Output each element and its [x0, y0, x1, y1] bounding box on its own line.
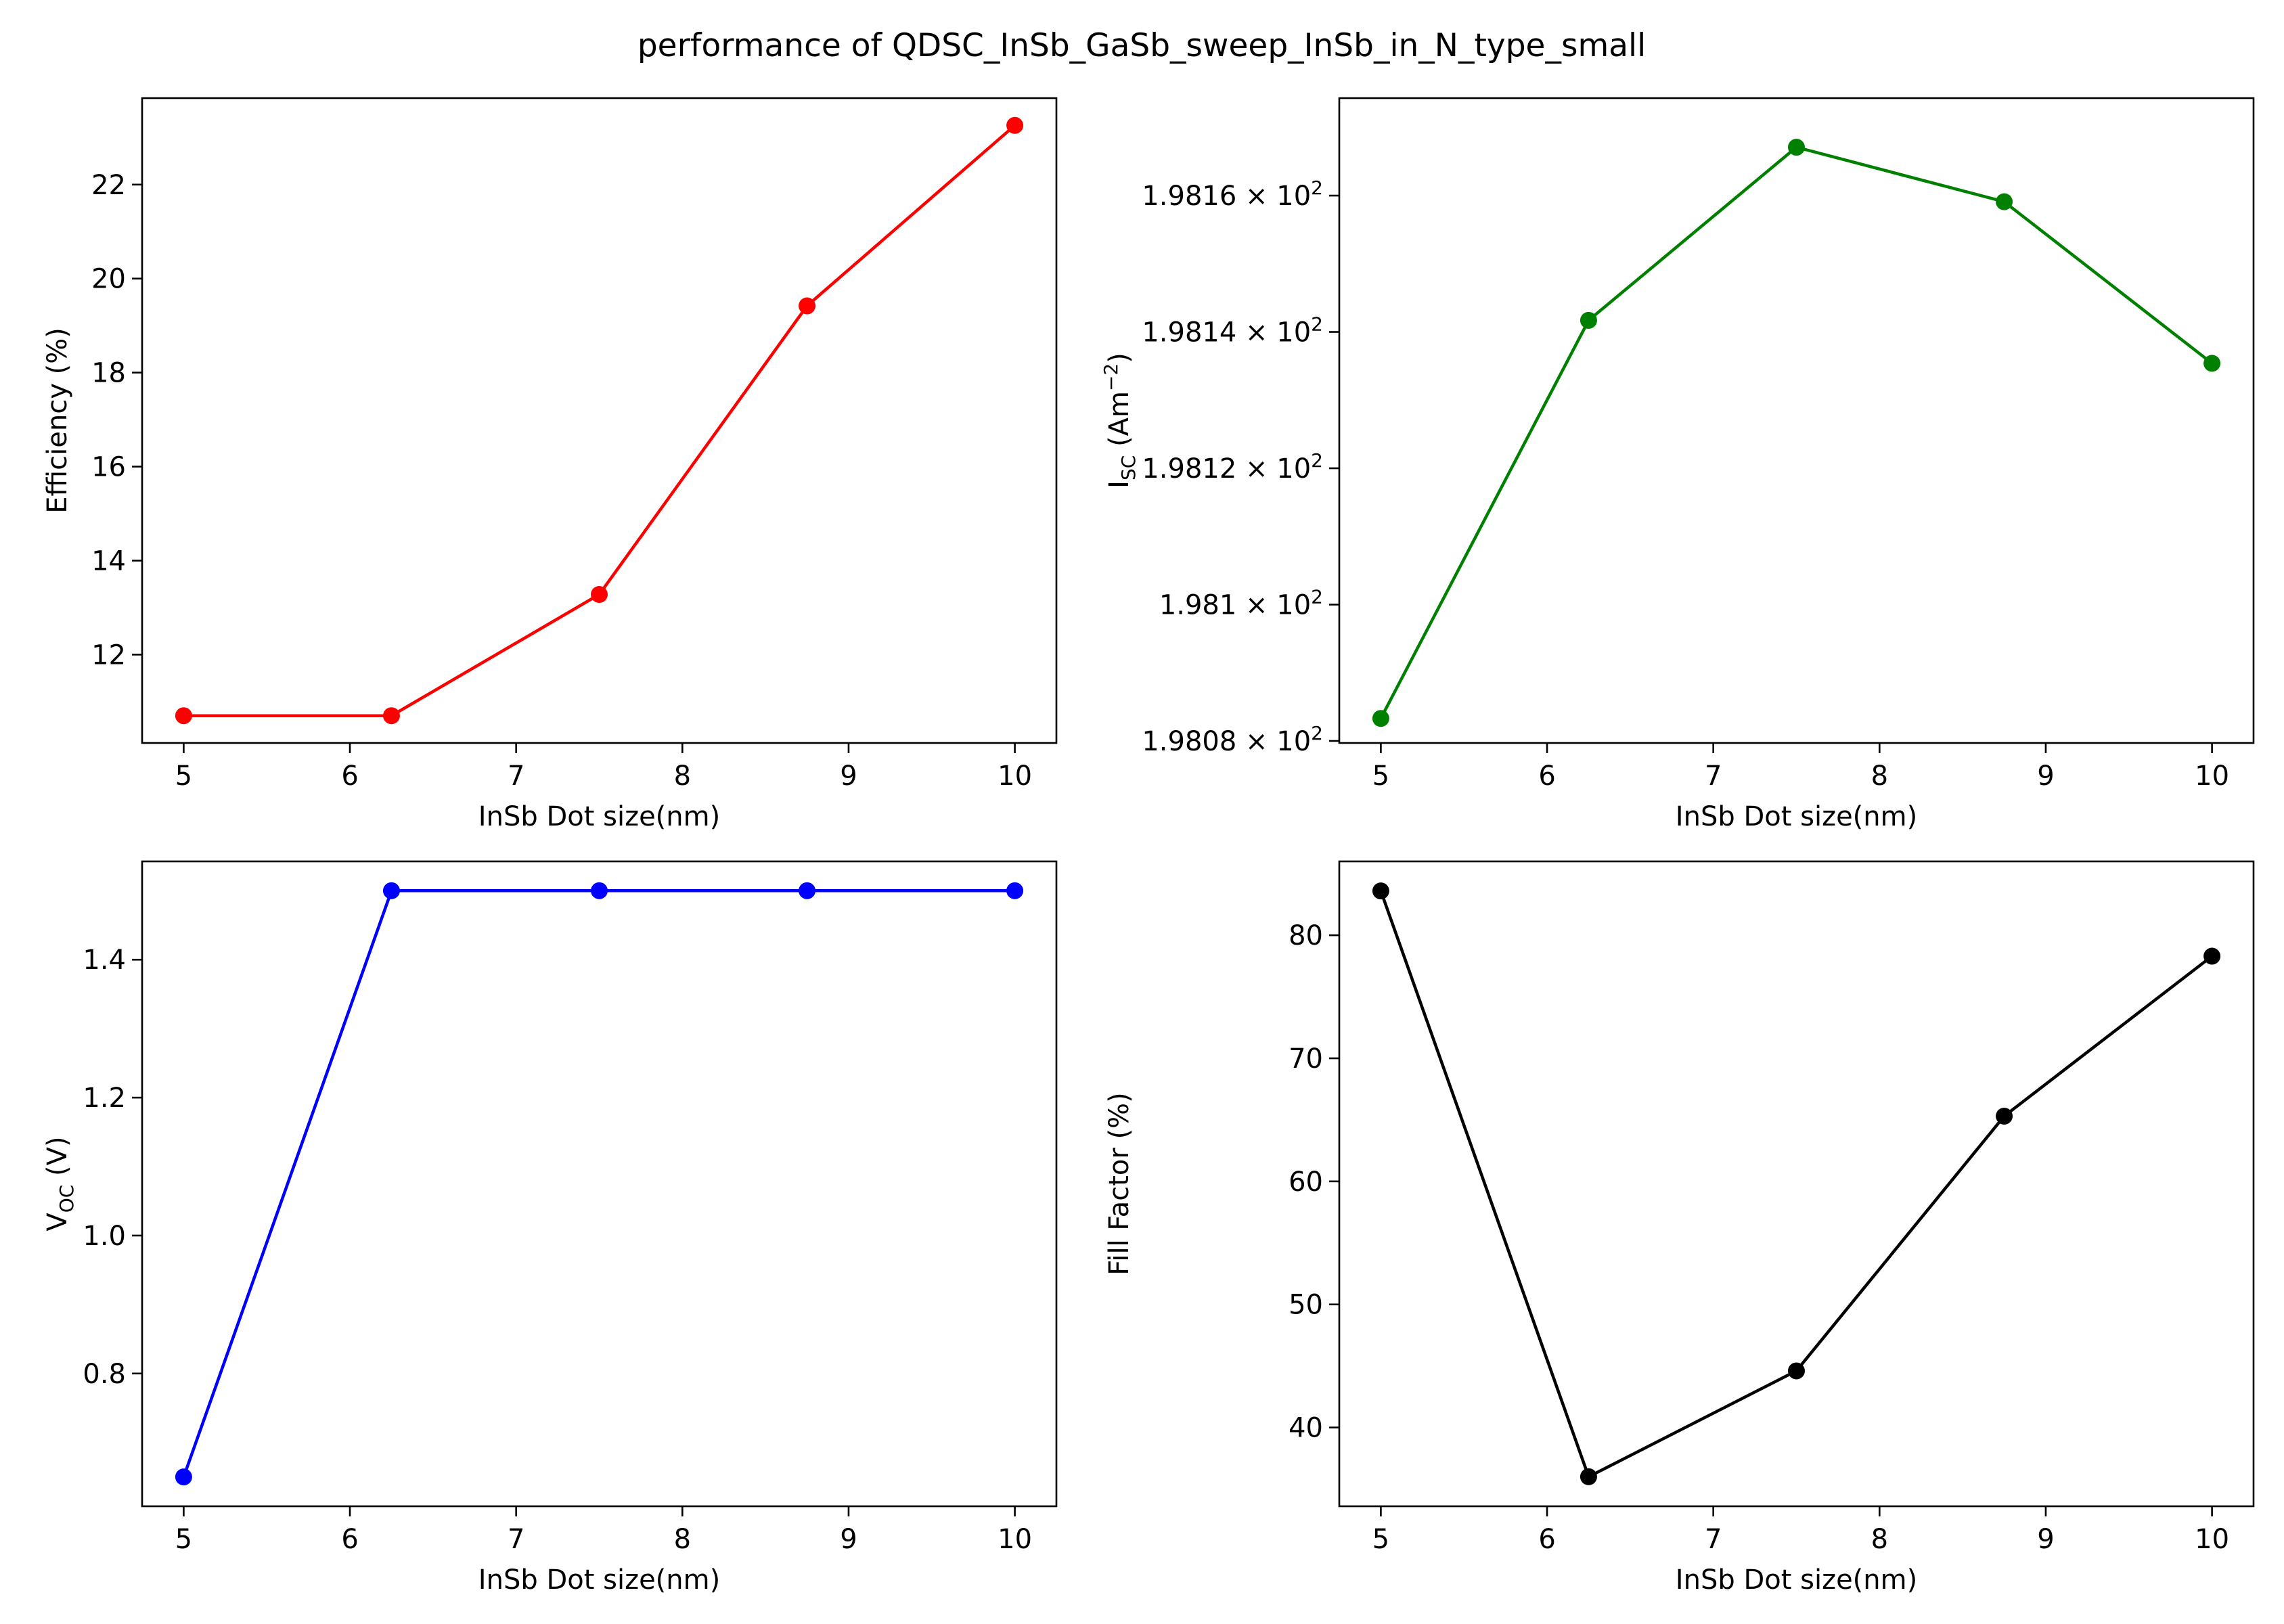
- y-tick-label: 1.0: [83, 1221, 126, 1252]
- x-tick-label: 8: [674, 761, 691, 792]
- y-axis-label: ISC (Am−2): [1100, 353, 1140, 489]
- x-tick-label: 6: [341, 1524, 358, 1555]
- x-tick-label: 9: [2037, 1524, 2054, 1555]
- x-tick-label: 7: [508, 1524, 524, 1555]
- y-tick-label: 1.9808 × 102: [1142, 722, 1323, 757]
- data-point: [2203, 947, 2221, 965]
- y-tick-label: 1.9816 × 102: [1142, 177, 1323, 212]
- x-tick-label: 7: [1705, 761, 1722, 792]
- y-tick-label: 16: [91, 452, 126, 483]
- data-point: [1372, 710, 1389, 727]
- y-tick-label: 1.9814 × 102: [1142, 313, 1323, 348]
- y-tick-label: 1.9812 × 102: [1142, 449, 1323, 484]
- y-tick-label: 12: [91, 639, 126, 671]
- y-tick-label: 14: [91, 545, 126, 577]
- x-tick-label: 10: [2195, 1524, 2229, 1555]
- y-tick-label: 80: [1289, 920, 1323, 951]
- x-tick-label: 6: [1538, 761, 1555, 792]
- y-tick-label: 1.981 × 102: [1159, 585, 1323, 621]
- x-tick-label: 8: [1871, 1524, 1888, 1555]
- data-point: [1006, 882, 1024, 899]
- axes-frame: [141, 97, 1058, 744]
- data-point: [175, 1468, 192, 1486]
- figure-title: performance of QDSC_InSb_GaSb_sweep_InSb…: [637, 27, 1646, 64]
- axes-frame: [1338, 860, 2255, 1508]
- x-tick-label: 5: [175, 1524, 192, 1555]
- data-point: [1580, 1468, 1597, 1485]
- x-tick-label: 10: [998, 761, 1032, 792]
- data-point: [1996, 193, 2013, 210]
- data-point: [1006, 116, 1024, 134]
- data-point: [591, 586, 608, 604]
- y-tick-label: 1.4: [83, 945, 126, 976]
- x-axis-label: InSb Dot size(nm): [478, 1564, 720, 1596]
- y-tick-label: 20: [91, 264, 126, 295]
- axes-frame: [1338, 97, 2255, 744]
- data-point: [175, 707, 192, 725]
- x-tick-label: 9: [840, 1524, 857, 1555]
- x-tick-label: 6: [341, 761, 358, 792]
- x-tick-label: 5: [1372, 1524, 1389, 1555]
- y-axis-label: Efficiency (%): [42, 328, 73, 514]
- subplots: 5 6 7 8 9 10 12 14 16 18 20 22 InSb Dot size(nm) Effi…: [42, 97, 2255, 1596]
- x-tick-label: 6: [1538, 1524, 1555, 1555]
- x-tick-label: 5: [175, 761, 192, 792]
- data-point: [1580, 311, 1597, 329]
- x-tick-label: 10: [998, 1524, 1032, 1555]
- axes-frame: [141, 860, 1058, 1508]
- data-point: [382, 707, 400, 725]
- x-axis-label: InSb Dot size(nm): [1676, 801, 1917, 832]
- x-tick-label: 9: [840, 761, 857, 792]
- subplot-voc: 5 6 7 8 9 10 0.8 1.0 1.2 1.4 InSb Dot size(nm) VOC …: [42, 860, 1058, 1596]
- y-tick-label: 70: [1289, 1043, 1323, 1075]
- x-tick-label: 8: [1871, 761, 1888, 792]
- y-axis-label: Fill Factor (%): [1104, 1092, 1135, 1276]
- data-point: [1788, 1362, 1805, 1380]
- x-tick-label: 7: [1705, 1524, 1722, 1555]
- data-point: [799, 297, 816, 315]
- x-tick-label: 7: [508, 761, 524, 792]
- y-tick-label: 0.8: [83, 1359, 126, 1390]
- x-tick-label: 8: [674, 1524, 691, 1555]
- subplot-isc: 5 6 7 8 9 10 1.9808 × 102 1.981 × 102 1.9812 × 1…: [1100, 97, 2255, 832]
- x-tick-label: 10: [2195, 761, 2229, 792]
- x-tick-label: 5: [1372, 761, 1389, 792]
- subplot-fill-factor: 5 6 7 8 9 10 40 50 60 70 80 InSb Dot size(nm) Fill F…: [1104, 860, 2255, 1596]
- x-axis-label: InSb Dot size(nm): [478, 801, 720, 832]
- data-point: [1996, 1107, 2013, 1125]
- y-axis-label: VOC (V): [42, 1136, 78, 1231]
- x-axis-label: InSb Dot size(nm): [1676, 1564, 1917, 1596]
- data-point: [799, 882, 816, 899]
- y-tick-label: 60: [1289, 1167, 1323, 1198]
- x-tick-label: 9: [2037, 761, 2054, 792]
- data-point: [382, 882, 400, 899]
- data-point: [1788, 139, 1805, 156]
- y-tick-label: 40: [1289, 1413, 1323, 1444]
- y-tick-label: 1.2: [83, 1083, 126, 1114]
- data-point: [2203, 355, 2221, 372]
- data-point: [1372, 882, 1389, 900]
- y-tick-label: 22: [91, 170, 126, 201]
- y-tick-label: 18: [91, 358, 126, 389]
- y-tick-label: 50: [1289, 1290, 1323, 1321]
- data-point: [591, 882, 608, 899]
- subplot-efficiency: 5 6 7 8 9 10 12 14 16 18 20 22 InSb Dot size(nm) Effi…: [42, 97, 1058, 832]
